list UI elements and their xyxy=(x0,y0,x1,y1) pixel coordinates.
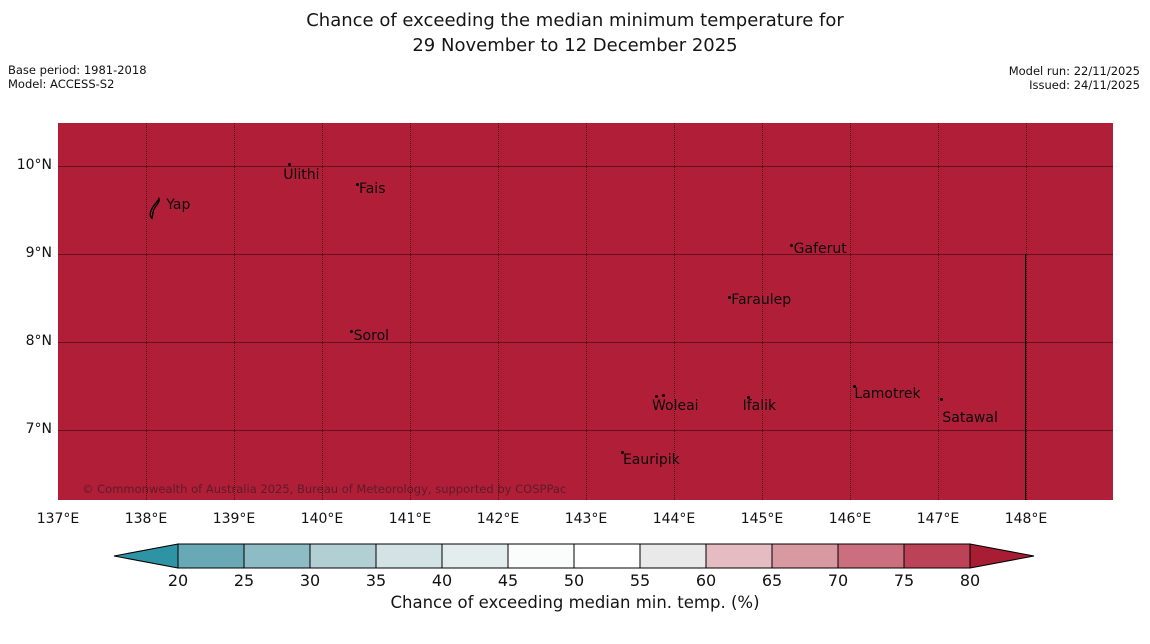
island-marker-dot xyxy=(287,163,291,167)
colorbar-segment xyxy=(705,543,773,569)
lat-tick-label: 8°N xyxy=(25,333,52,349)
island-marker-dot xyxy=(790,244,794,248)
longitude-gridline xyxy=(586,123,587,500)
page-title: Chance of exceeding the median minimum t… xyxy=(0,8,1150,58)
island-marker-dot xyxy=(621,451,625,455)
colorbar-tick-label: 65 xyxy=(761,571,783,590)
longitude-gridline xyxy=(234,123,235,500)
lon-tick-label: 148°E xyxy=(1004,511,1048,527)
colorbar-segment xyxy=(507,543,575,569)
longitude-gridline xyxy=(410,123,411,500)
island-marker-dot xyxy=(727,296,731,300)
lon-tick-label: 145°E xyxy=(740,511,784,527)
island-marker-dot xyxy=(661,393,665,397)
model-run-label: Model run: 22/11/2025 xyxy=(1008,64,1140,78)
model-label: Model: ACCESS-S2 xyxy=(8,77,115,91)
place-label-eauripik: Eauripik xyxy=(622,452,680,468)
colorbar-tick-label: 50 xyxy=(563,571,585,590)
lon-tick-label: 141°E xyxy=(388,511,432,527)
place-label-gaferut: Gaferut xyxy=(793,240,847,257)
copyright-notice: © Commonwealth of Australia 2025, Bureau… xyxy=(82,482,567,496)
colorbar-segment xyxy=(837,543,905,569)
lat-tick-label: 10°N xyxy=(16,157,52,173)
boundary-line-148e xyxy=(1025,254,1026,500)
latitude-gridline xyxy=(58,254,1113,255)
lon-tick-label: 146°E xyxy=(828,511,872,527)
lon-tick-label: 137°E xyxy=(36,511,80,527)
colorbar-under-arrow xyxy=(113,543,179,569)
longitude-gridline xyxy=(146,123,147,500)
colorbar-tick-label: 35 xyxy=(365,571,387,590)
place-label-fais: Fais xyxy=(358,180,386,197)
latitude-gridline xyxy=(58,166,1113,167)
latitude-gridline xyxy=(58,342,1113,343)
colorbar-tick-label: 75 xyxy=(893,571,915,590)
colorbar-tick-label: 20 xyxy=(167,571,189,590)
title-line-1: Chance of exceeding the median minimum t… xyxy=(306,10,844,31)
title-line-2: 29 November to 12 December 2025 xyxy=(412,35,738,56)
longitude-gridline xyxy=(322,123,323,500)
place-label-faraulep: Faraulep xyxy=(731,291,792,308)
colorbar-tick-label: 70 xyxy=(827,571,849,590)
place-label-yap: Yap xyxy=(166,196,191,213)
colorbar-segment xyxy=(639,543,707,569)
colorbar-axis-label: Chance of exceeding median min. temp. (%… xyxy=(390,593,760,612)
colorbar-segment xyxy=(441,543,509,569)
base-period-label: Base period: 1981-2018 xyxy=(8,63,147,77)
colorbar-segment xyxy=(903,543,971,569)
longitude-gridline xyxy=(850,123,851,500)
colorbar-segment xyxy=(309,543,377,569)
longitude-gridline xyxy=(674,123,675,500)
colorbar-tick-label: 80 xyxy=(959,571,981,590)
run-info: Model run: 22/11/2025 Issued: 24/11/2025 xyxy=(1009,64,1140,92)
colorbar-segment xyxy=(177,543,245,569)
lon-tick-label: 143°E xyxy=(564,511,608,527)
colorbar-segment xyxy=(375,543,443,569)
longitude-gridline xyxy=(498,123,499,500)
colorbar-segment xyxy=(243,543,311,569)
island-marker-dot xyxy=(852,385,856,389)
colorbar-segment xyxy=(573,543,641,569)
yap-island-icon xyxy=(148,196,164,224)
island-marker-dot xyxy=(356,182,360,186)
island-marker-dot xyxy=(654,394,658,398)
colorbar-over-arrow xyxy=(969,543,1035,569)
place-label-lamotrek: Lamotrek xyxy=(854,386,921,402)
colorbar-tick-label: 40 xyxy=(431,571,453,590)
latitude-gridline xyxy=(58,430,1113,431)
island-marker-dot xyxy=(747,395,751,399)
issued-label: Issued: 24/11/2025 xyxy=(1029,78,1140,92)
lon-tick-label: 139°E xyxy=(212,511,256,527)
place-label-woleai: Woleai xyxy=(652,398,699,415)
place-label-satawal: Satawal xyxy=(942,409,998,426)
colorbar-svg xyxy=(113,543,1035,569)
colorbar-tick-label: 30 xyxy=(299,571,321,590)
colorbar-tick-label: 55 xyxy=(629,571,651,590)
place-label-sorol: Sorol xyxy=(353,327,390,344)
map-canvas: Yap Ulithi Fais Gaferut Faraulep Sorol Woleai I… xyxy=(58,123,1113,500)
model-info: Base period: 1981-2018 Model: ACCESS-S2 xyxy=(8,63,147,91)
place-label-ifalik: Ifalik xyxy=(742,398,777,415)
lat-tick-label: 7°N xyxy=(25,421,52,437)
colorbar-tick-label: 25 xyxy=(233,571,255,590)
colorbar-tick-label: 60 xyxy=(695,571,717,590)
lon-tick-label: 144°E xyxy=(652,511,696,527)
colorbar-segment xyxy=(771,543,839,569)
longitude-gridline xyxy=(938,123,939,500)
lat-tick-label: 9°N xyxy=(25,245,52,261)
colorbar-tick-label: 45 xyxy=(497,571,519,590)
longitude-gridline xyxy=(1026,123,1027,500)
lon-tick-label: 138°E xyxy=(124,511,168,527)
longitude-gridline xyxy=(762,123,763,500)
island-marker-dot xyxy=(350,329,354,333)
lon-tick-label: 142°E xyxy=(476,511,520,527)
lon-tick-label: 140°E xyxy=(300,511,344,527)
place-label-ulithi: Ulithi xyxy=(283,166,320,183)
lon-tick-label: 147°E xyxy=(916,511,960,527)
island-marker-dot xyxy=(939,398,943,402)
